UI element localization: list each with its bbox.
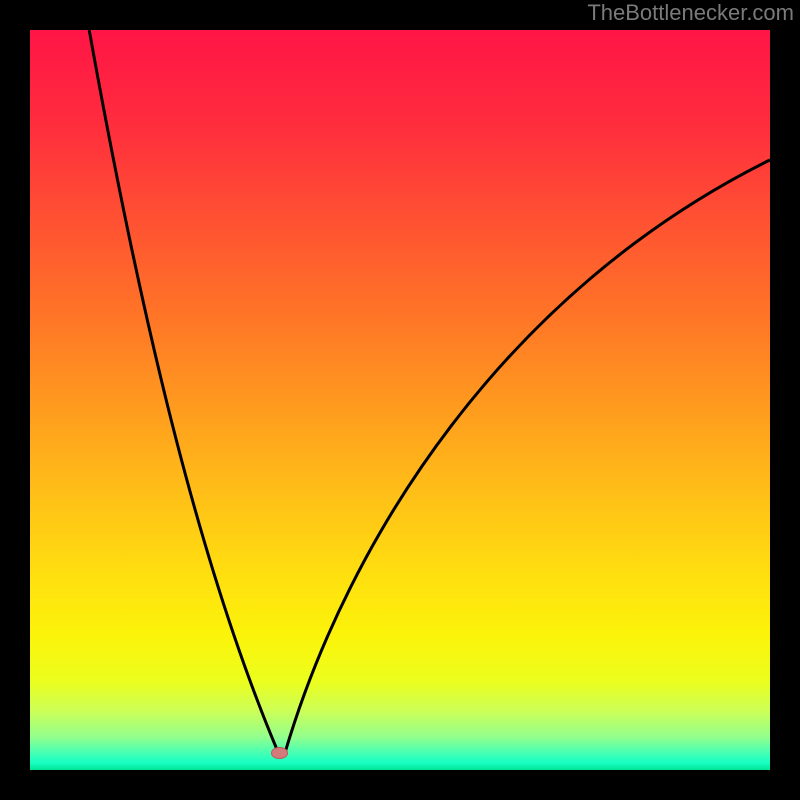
optimum-marker	[271, 747, 287, 759]
curve-path	[89, 30, 770, 752]
watermark-text: TheBottlenecker.com	[587, 0, 794, 26]
plot-area	[30, 30, 770, 768]
bottleneck-curve	[30, 30, 770, 768]
chart-frame: TheBottlenecker.com	[0, 0, 800, 800]
